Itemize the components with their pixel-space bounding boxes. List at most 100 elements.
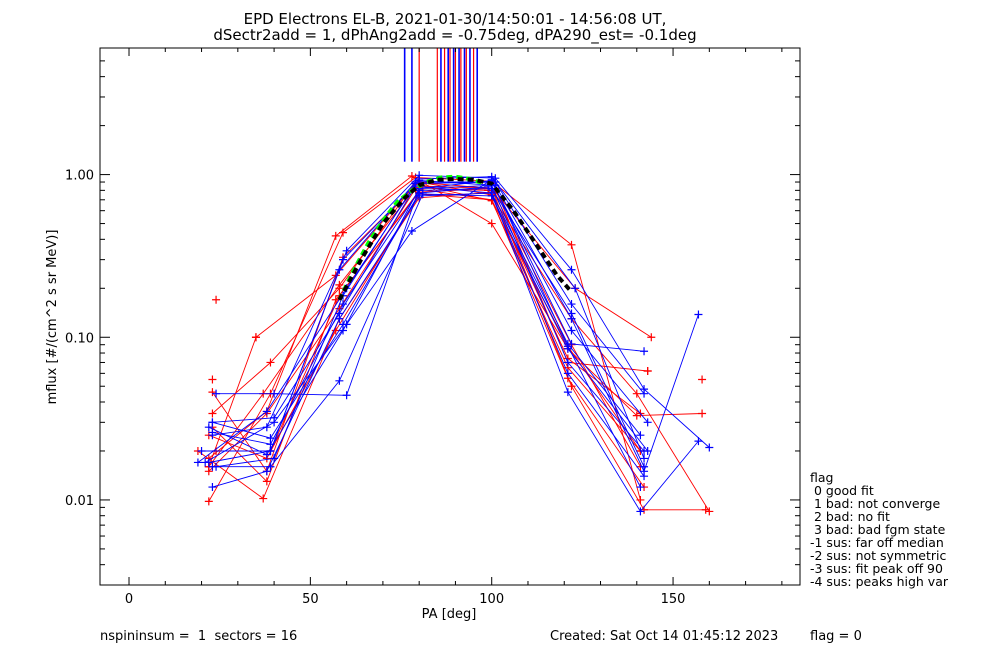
series-line-red [208, 175, 703, 459]
data-point-blue [640, 462, 649, 471]
y-tick-label: 1.00 [65, 169, 94, 184]
legend-title: flag [810, 470, 833, 485]
data-point-blue [270, 454, 279, 463]
data-point-blue [208, 483, 217, 492]
data-point-red [204, 497, 213, 506]
data-point-red [208, 388, 217, 397]
data-point-blue [342, 391, 351, 400]
data-point-red [636, 495, 645, 504]
data-point-blue [567, 265, 576, 274]
data-point-blue [567, 326, 576, 335]
series-line-blue [212, 193, 649, 468]
data-point-red [567, 382, 576, 391]
series-line-red [212, 188, 706, 511]
data-point-blue [339, 255, 348, 264]
x-axis-label: PA [deg] [422, 607, 477, 622]
data-point-blue [705, 443, 714, 452]
legend-item: 2 bad: no fit [810, 509, 890, 524]
x-tick-label: 100 [479, 592, 504, 607]
data-point-blue [563, 358, 572, 367]
legend-item: 1 bad: not converge [810, 496, 940, 511]
data-point-red [331, 231, 340, 240]
data-point-red [331, 326, 340, 335]
data-point-red [643, 367, 652, 376]
data-point-blue [342, 246, 351, 255]
series-line-blue [208, 184, 699, 473]
data-point-red [259, 494, 268, 503]
data-point-blue [208, 428, 217, 437]
data-point-blue [640, 347, 649, 356]
data-point-red [705, 507, 714, 516]
fit-curves [337, 174, 574, 301]
data-point-blue [567, 300, 576, 309]
chart-title: EPD Electrons EL-B, 2021-01-30/14:50:01 … [244, 10, 667, 28]
footer-created: Created: Sat Oct 14 01:45:12 2023 [550, 629, 778, 644]
y-tick-label: 0.01 [65, 494, 94, 509]
chart-subtitle: dSectr2add = 1, dPhAng2add = -0.75deg, d… [213, 26, 696, 45]
data-point-blue [197, 446, 206, 455]
legend: 0 good fit 1 bad: not converge 2 bad: no… [810, 483, 949, 589]
data-point-blue [266, 462, 275, 471]
legend-item: -1 sus: far off median [810, 535, 944, 550]
data-point-blue [335, 265, 344, 274]
y-tick-label: 0.10 [65, 331, 94, 346]
x-tick-label: 150 [661, 592, 686, 607]
data-point-red [262, 477, 271, 486]
data-point-blue [636, 483, 645, 492]
data-point-red [698, 375, 707, 384]
data-point-blue [201, 458, 210, 467]
data-point-red [698, 409, 707, 418]
data-point-red [212, 295, 221, 304]
data-point-blue [342, 320, 351, 329]
legend-item: 0 good fit [810, 483, 874, 498]
data-point-blue [270, 418, 279, 427]
data-point-red [331, 295, 340, 304]
vertical-markers [403, 48, 479, 162]
series-line-blue [212, 192, 699, 513]
data-point-blue [694, 437, 703, 446]
data-point-red [208, 409, 217, 418]
data-point-blue [640, 389, 649, 398]
data-point-blue [694, 310, 703, 319]
data-point-blue [563, 388, 572, 397]
y-axis-label: mflux [#/(cm^2 s sr MeV)] [45, 230, 60, 405]
legend-item: -4 sus: peaks high var [810, 574, 949, 589]
data-point-blue [212, 389, 221, 398]
series-line-blue [212, 185, 641, 436]
data-point-blue [640, 472, 649, 481]
data-point-blue [262, 467, 271, 476]
data-point-blue [335, 376, 344, 385]
data-point-red [208, 375, 217, 384]
x-tick-label: 50 [302, 592, 319, 607]
data-point-blue [411, 178, 420, 187]
data-point-blue [563, 369, 572, 378]
legend-item: -2 sus: not symmetric [810, 548, 946, 563]
series-line-blue [197, 176, 645, 463]
data-point-blue [640, 446, 649, 455]
data-point-blue [636, 507, 645, 516]
data-point-red [487, 219, 496, 228]
plot-frame [99, 47, 801, 586]
data-point-blue [643, 418, 652, 427]
data-point-blue [270, 389, 279, 398]
data-point-red [567, 240, 576, 249]
data-point-blue [636, 431, 645, 440]
x-tick-label: 0 [125, 592, 133, 607]
data-point-blue [208, 418, 217, 427]
data-point-blue [407, 227, 416, 236]
data-series [193, 171, 714, 516]
series-line-blue [201, 174, 710, 452]
data-point-blue [563, 342, 572, 351]
data-point-blue [204, 423, 213, 432]
data-point-blue [262, 423, 271, 432]
data-point-red [251, 333, 260, 342]
data-point-red [335, 280, 344, 289]
data-point-red [632, 389, 641, 398]
axis-ticks: 0 50 100 150 0.01 0.10 1.00 [65, 47, 800, 607]
data-point-blue [212, 462, 221, 471]
legend-item: -3 sus: fit peak off 90 [810, 561, 943, 576]
data-point-blue [262, 407, 271, 416]
footer-spin-info: nspininsum = 1 sectors = 16 [100, 629, 297, 644]
footer-flag: flag = 0 [810, 629, 862, 644]
